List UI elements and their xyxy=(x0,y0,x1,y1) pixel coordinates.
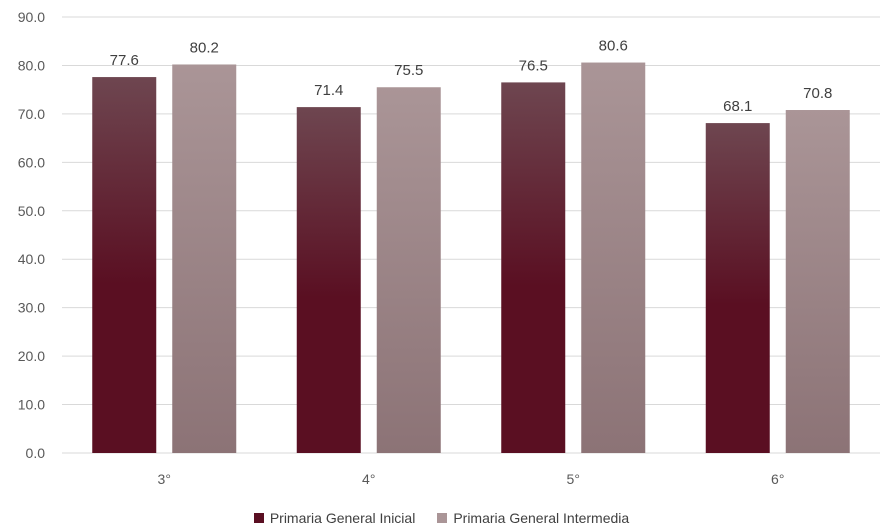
legend-swatch xyxy=(253,513,264,523)
y-tick-label: 50.0 xyxy=(18,203,45,219)
bar-chart: 0.010.020.030.040.050.060.070.080.090.0 … xyxy=(18,9,880,487)
data-label: 76.5 xyxy=(519,57,548,74)
bar-series-1-1 xyxy=(376,87,441,453)
legend-label: Primaria General Intermedia xyxy=(453,510,630,526)
y-tick-label: 80.0 xyxy=(18,57,45,73)
bar-series-1-0 xyxy=(172,64,237,453)
x-tick-label: 6° xyxy=(771,471,784,487)
x-tick-label: 5° xyxy=(567,471,580,487)
bar-series-0-2 xyxy=(501,82,566,454)
data-label: 71.4 xyxy=(314,82,343,99)
data-label: 80.6 xyxy=(599,38,628,55)
x-tick-label: 3° xyxy=(158,471,171,487)
x-tick-label: 4° xyxy=(362,471,375,487)
bar-series-0-1 xyxy=(296,107,361,454)
data-labels: 77.6 80.2 71.4 75.5 76.5 80.6 68.1 70.8 xyxy=(110,38,833,116)
bar-series-0-0 xyxy=(92,77,157,454)
bar-series-1-2 xyxy=(581,62,646,453)
data-label: 77.6 xyxy=(110,52,139,69)
y-tick-label: 70.0 xyxy=(18,106,45,122)
bar-series-1-3 xyxy=(785,110,850,453)
y-tick-label: 10.0 xyxy=(18,397,45,413)
data-label: 80.2 xyxy=(190,39,219,56)
bars xyxy=(92,62,850,454)
y-tick-label: 0.0 xyxy=(26,445,46,461)
y-tick-label: 30.0 xyxy=(18,300,45,316)
legend-item-series-0: Primaria General Inicial xyxy=(253,510,416,526)
legend: Primaria General Inicial Primaria Genera… xyxy=(0,508,883,528)
y-axis-tick-labels: 0.0 10.0 20.0 30.0 40.0 50.0 60.0 70.0 80.0 90.0 xyxy=(18,9,45,461)
bar-series-0-3 xyxy=(705,123,770,454)
legend-swatch xyxy=(437,513,448,523)
x-axis-tick-labels: 3° 4° 5° 6° xyxy=(158,471,785,487)
y-tick-label: 60.0 xyxy=(18,154,45,170)
y-tick-label: 90.0 xyxy=(18,9,45,25)
data-label: 68.1 xyxy=(723,98,752,115)
y-tick-label: 20.0 xyxy=(18,348,45,364)
data-label: 70.8 xyxy=(803,85,832,102)
legend-label: Primaria General Inicial xyxy=(269,510,416,526)
data-label: 75.5 xyxy=(394,62,423,79)
y-tick-label: 40.0 xyxy=(18,251,45,267)
legend-item-series-1: Primaria General Intermedia xyxy=(437,510,629,526)
